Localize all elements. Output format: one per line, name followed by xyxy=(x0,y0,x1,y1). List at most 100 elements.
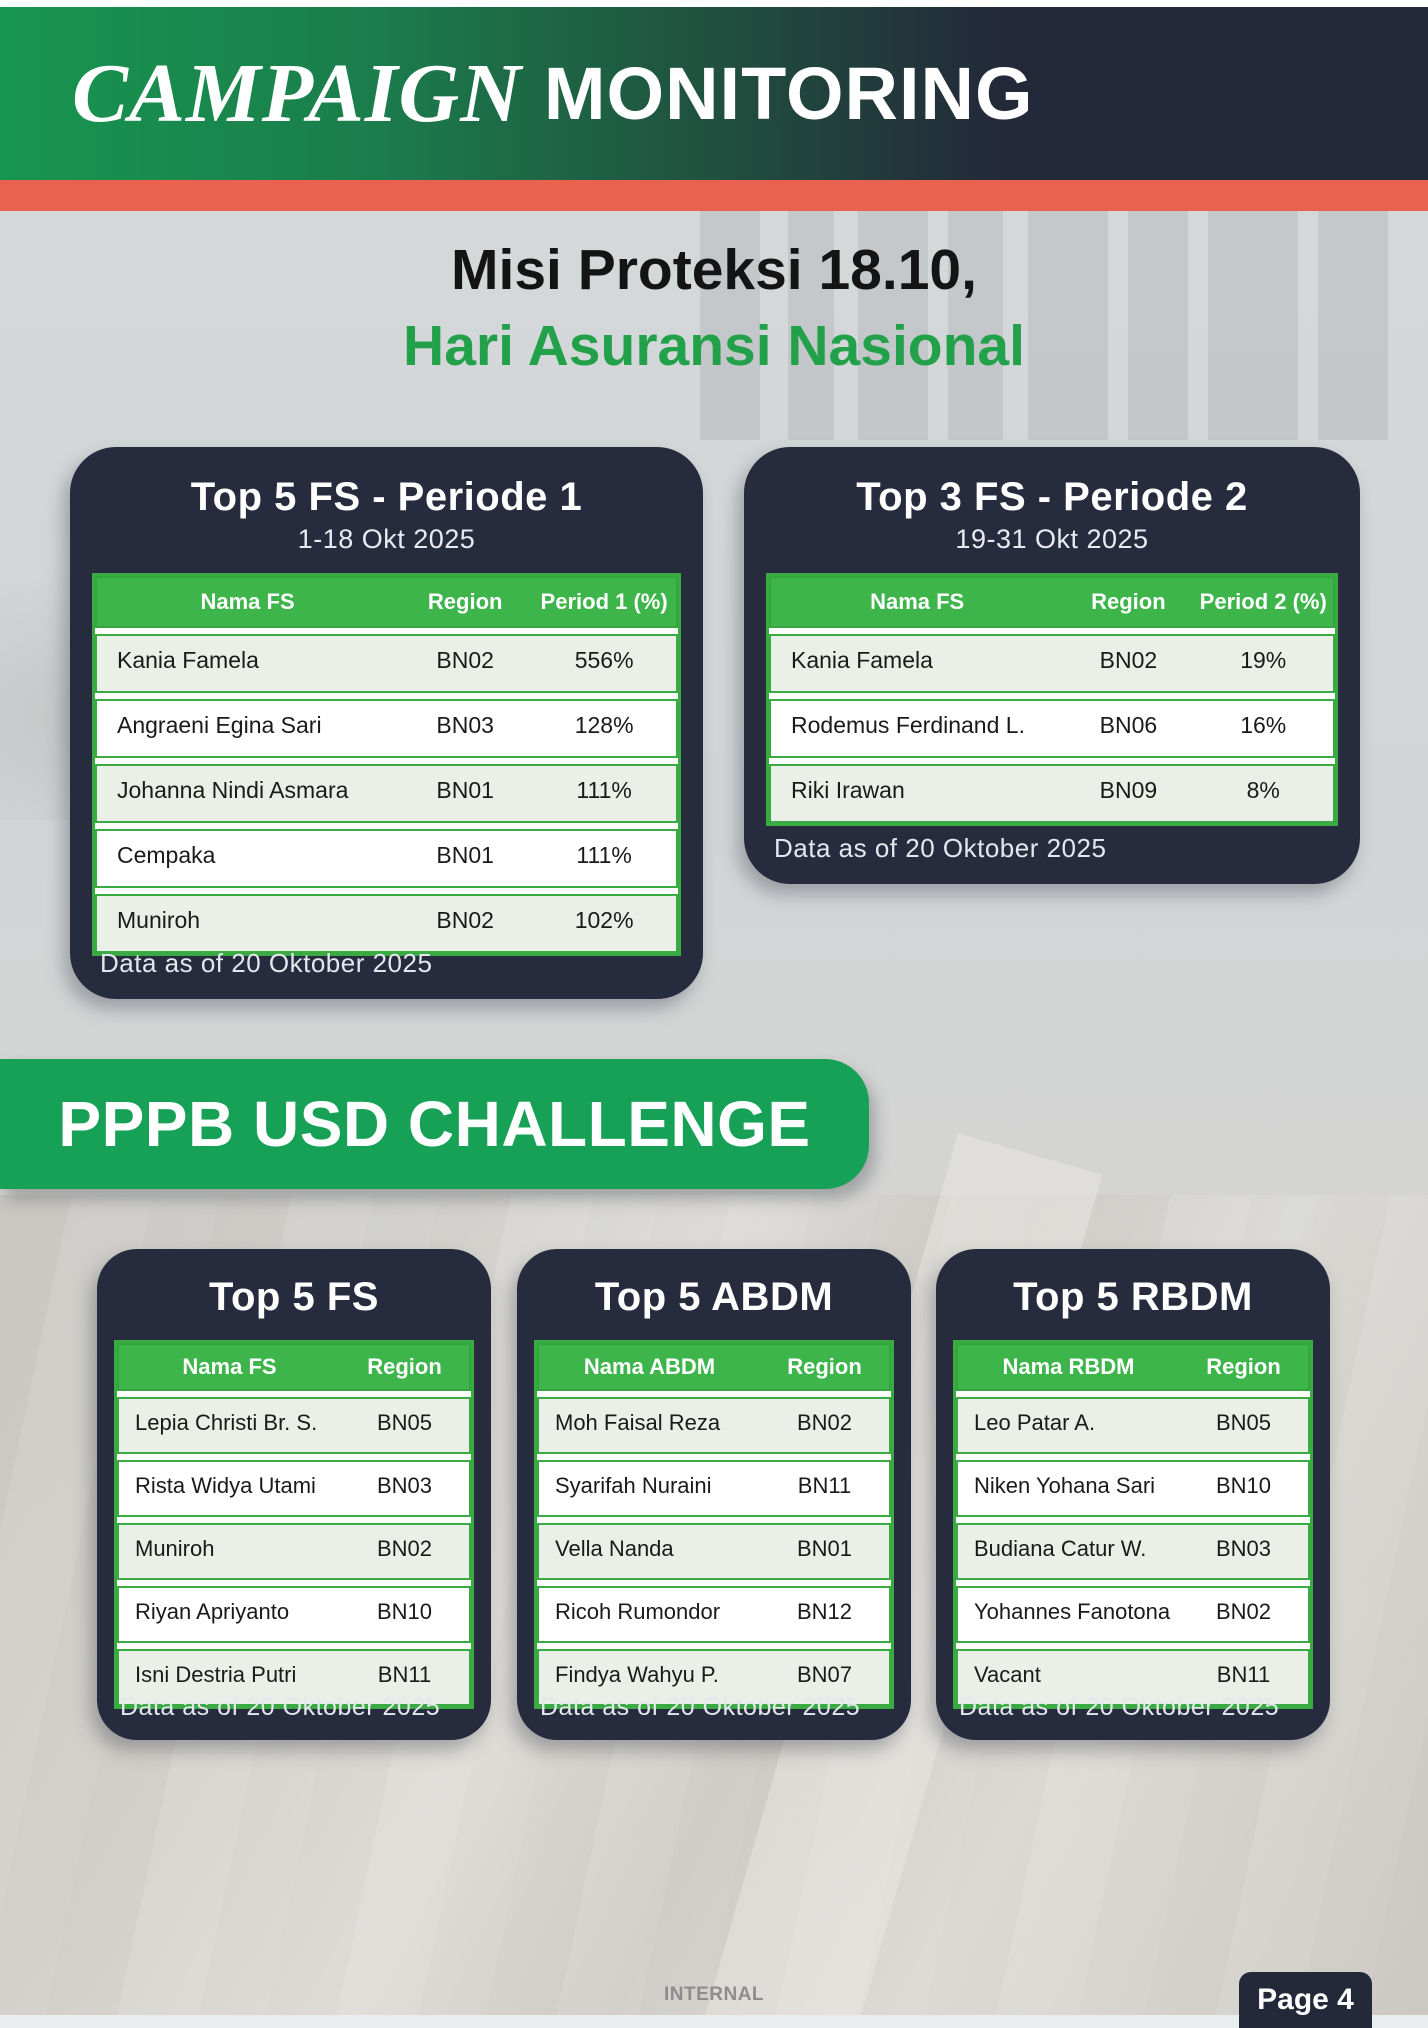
table-row: Rodemus Ferdinand L. BN06 16% xyxy=(769,699,1335,758)
classification-label: INTERNAL xyxy=(663,1984,765,2005)
table-row: Vacant BN11 xyxy=(956,1649,1310,1706)
column-header-region: Region xyxy=(760,1343,891,1391)
table-header-row: Nama FS Region xyxy=(117,1343,471,1391)
table-cell: BN03 xyxy=(398,699,533,758)
table-cell: Lepia Christi Br. S. xyxy=(117,1397,341,1454)
table-cell: BN01 xyxy=(760,1523,891,1580)
table-row: Kania Famela BN02 556% xyxy=(95,634,678,693)
table-row: Riki Irawan BN09 8% xyxy=(769,764,1335,823)
table-cell: BN03 xyxy=(340,1460,471,1517)
data-as-of-note: Data as of 20 Oktober 2025 xyxy=(959,1693,1280,1721)
table-row: Riyan Apriyanto BN10 xyxy=(117,1586,471,1643)
data-as-of-note: Data as of 20 Oktober 2025 xyxy=(120,1693,441,1721)
table-row: Muniroh BN02 102% xyxy=(95,894,678,953)
table-cell: Findya Wahyu P. xyxy=(537,1649,761,1706)
table-cell: Rodemus Ferdinand L. xyxy=(769,699,1064,758)
leaderboard-table: Nama ABDM Region Moh Faisal Reza BN02 Syar… xyxy=(534,1340,894,1709)
column-header-period2: Period 2 (%) xyxy=(1193,576,1335,628)
card-title: Top 5 FS - Periode 1 xyxy=(190,475,583,519)
column-header-nama-abdm: Nama ABDM xyxy=(537,1343,761,1391)
header-title-monitoring: MONITORING xyxy=(543,52,1034,135)
table-cell: Syarifah Nuraini xyxy=(537,1460,761,1517)
table-cell: BN11 xyxy=(1179,1649,1310,1706)
table-row: Leo Patar A. BN05 xyxy=(956,1397,1310,1454)
table-header-row: Nama FS Region Period 2 (%) xyxy=(769,576,1335,628)
table-cell: BN10 xyxy=(340,1586,471,1643)
table-cell: Yohannes Fanotona xyxy=(956,1586,1180,1643)
table-cell: Niken Yohana Sari xyxy=(956,1460,1180,1517)
table-cell: 556% xyxy=(532,634,678,693)
table-row: Moh Faisal Reza BN02 xyxy=(537,1397,891,1454)
table-cell: BN11 xyxy=(760,1460,891,1517)
table-cell: Vacant xyxy=(956,1649,1180,1706)
table-cell: BN02 xyxy=(1063,634,1194,693)
table-row: Angraeni Egina Sari BN03 128% xyxy=(95,699,678,758)
table-cell: BN09 xyxy=(1063,764,1194,823)
table-cell: BN02 xyxy=(398,894,533,953)
table-cell: 19% xyxy=(1193,634,1335,693)
table-row: Ricoh Rumondor BN12 xyxy=(537,1586,891,1643)
table-row: Muniroh BN02 xyxy=(117,1523,471,1580)
table-cell: Cempaka xyxy=(95,829,399,888)
data-as-of-note: Data as of 20 Oktober 2025 xyxy=(540,1693,861,1721)
table-cell: BN07 xyxy=(760,1649,891,1706)
table-cell: Ricoh Rumondor xyxy=(537,1586,761,1643)
page-number-badge: Page 4 xyxy=(1239,1972,1372,2028)
table-row: Johanna Nindi Asmara BN01 111% xyxy=(95,764,678,823)
table-cell: BN10 xyxy=(1179,1460,1310,1517)
header-accent-stripe xyxy=(0,180,1428,211)
leaderboard-table: Nama FS Region Period 1 (%) Kania Famela… xyxy=(92,573,681,956)
data-as-of-note: Data as of 20 Oktober 2025 xyxy=(774,833,1107,863)
top-white-strip xyxy=(0,0,1428,7)
card-top3-fs-periode2: Top 3 FS - Periode 2 19-31 Okt 2025 Nama… xyxy=(744,447,1360,884)
table-cell: BN02 xyxy=(398,634,533,693)
card-title: Top 5 ABDM xyxy=(594,1275,834,1319)
table-header-row: Nama FS Region Period 1 (%) xyxy=(95,576,678,628)
table-row: Rista Widya Utami BN03 xyxy=(117,1460,471,1517)
table-cell: Johanna Nindi Asmara xyxy=(95,764,399,823)
header-title-campaign: CAMPAIGN xyxy=(72,47,522,140)
card-top5-abdm: Top 5 ABDM Nama ABDM Region Moh Faisal R… xyxy=(517,1249,911,1740)
table-row: Cempaka BN01 111% xyxy=(95,829,678,888)
leaderboard-table: Nama RBDM Region Leo Patar A. BN05 Niken Y… xyxy=(953,1340,1313,1709)
data-as-of-note: Data as of 20 Oktober 2025 xyxy=(100,948,433,978)
leaderboard-table: Nama FS Region Lepia Christi Br. S. BN05 R… xyxy=(114,1340,474,1709)
column-header-nama-rbdm: Nama RBDM xyxy=(956,1343,1180,1391)
table-row: Kania Famela BN02 19% xyxy=(769,634,1335,693)
card-top5-fs: Top 5 FS Nama FS Region Lepia Christi Br… xyxy=(97,1249,491,1740)
table-cell: 8% xyxy=(1193,764,1335,823)
card-top5-rbdm: Top 5 RBDM Nama RBDM Region Leo Patar A.… xyxy=(936,1249,1330,1740)
bottom-strip xyxy=(0,2015,1428,2028)
table-cell: Muniroh xyxy=(117,1523,341,1580)
table-cell: Isni Destria Putri xyxy=(117,1649,341,1706)
column-header-nama-fs: Nama FS xyxy=(117,1343,341,1391)
table-cell: 111% xyxy=(532,764,678,823)
table-cell: BN02 xyxy=(340,1523,471,1580)
table-cell: Rista Widya Utami xyxy=(117,1460,341,1517)
table-row: Budiana Catur W. BN03 xyxy=(956,1523,1310,1580)
card-title: Top 5 RBDM xyxy=(1013,1275,1253,1319)
card-subtitle: 1-18 Okt 2025 xyxy=(297,524,476,554)
table-cell: Leo Patar A. xyxy=(956,1397,1180,1454)
table-row: Yohannes Fanotona BN02 xyxy=(956,1586,1310,1643)
column-header-nama-fs: Nama FS xyxy=(95,576,399,628)
table-row: Vella Nanda BN01 xyxy=(537,1523,891,1580)
column-header-nama-fs: Nama FS xyxy=(769,576,1064,628)
page-title: Misi Proteksi 18.10, Hari Asuransi Nasio… xyxy=(0,232,1428,384)
table-cell: 16% xyxy=(1193,699,1335,758)
column-header-region: Region xyxy=(1063,576,1194,628)
table-cell: Vella Nanda xyxy=(537,1523,761,1580)
table-cell: Muniroh xyxy=(95,894,399,953)
table-cell: 102% xyxy=(532,894,678,953)
column-header-period1: Period 1 (%) xyxy=(532,576,678,628)
page-number-label: Page 4 xyxy=(1257,1983,1354,2016)
table-cell: BN06 xyxy=(1063,699,1194,758)
table-cell: 111% xyxy=(532,829,678,888)
page-title-line1: Misi Proteksi 18.10, xyxy=(451,238,977,302)
table-cell: Kania Famela xyxy=(95,634,399,693)
table-header-row: Nama ABDM Region xyxy=(537,1343,891,1391)
table-cell: BN03 xyxy=(1179,1523,1310,1580)
table-row: Lepia Christi Br. S. BN05 xyxy=(117,1397,471,1454)
table-cell: Moh Faisal Reza xyxy=(537,1397,761,1454)
